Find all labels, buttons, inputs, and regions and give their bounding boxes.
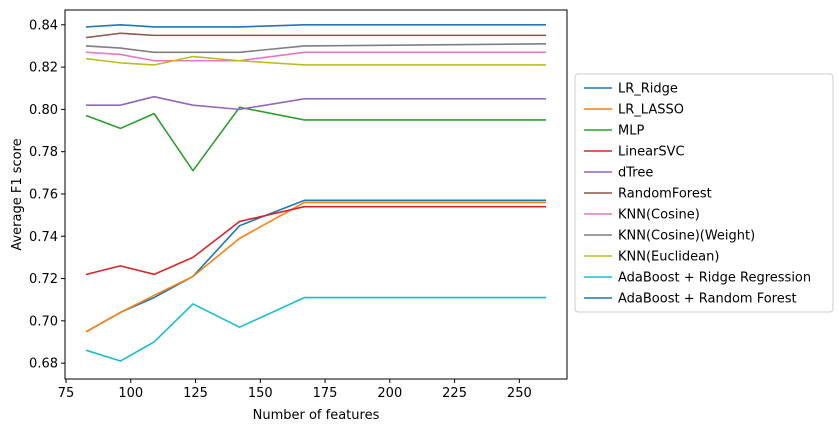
x-axis-label: Number of features — [253, 408, 380, 423]
y-axis-label: Average F1 score — [10, 138, 25, 250]
legend-label: dTree — [618, 166, 653, 181]
series-line-0 — [85, 199, 547, 333]
x-tick-label: 175 — [313, 386, 338, 401]
series-layer — [85, 23, 547, 362]
series-line-4 — [85, 95, 547, 111]
y-tick-label: 0.76 — [29, 187, 58, 202]
x-tick-label: 100 — [118, 386, 143, 401]
y-tick-label: 0.68 — [29, 357, 58, 372]
x-tick-label: 75 — [58, 386, 75, 401]
x-tick-label: 150 — [248, 386, 273, 401]
y-tick-label: 0.84 — [29, 18, 58, 33]
series-line-1 — [85, 201, 547, 333]
legend-label: KNN(Cosine) — [618, 208, 700, 223]
series-line-9 — [85, 296, 547, 362]
x-tick-label: 250 — [507, 386, 532, 401]
legend-label: RandomForest — [618, 187, 712, 202]
series-line-5 — [85, 32, 547, 39]
legend-label: AdaBoost + Random Forest — [618, 292, 797, 307]
series-line-6 — [85, 51, 547, 62]
legend-label: LinearSVC — [618, 145, 685, 160]
series-line-10 — [85, 23, 547, 28]
y-axis: 0.68 0.70 0.72 0.74 0.76 0.78 0.80 0.82 0.84 — [29, 18, 65, 372]
legend-label: KNN(Euclidean) — [618, 250, 719, 265]
series-line-2 — [85, 106, 547, 172]
x-axis: 75 100 125 150 175 200 225 250 — [58, 379, 532, 401]
legend-label: LR_Ridge — [618, 82, 678, 97]
legend: LR_Ridge LR_LASSO MLP LinearSVC dTree RandomF… — [574, 73, 834, 313]
y-tick-label: 0.78 — [29, 145, 58, 160]
legend-label: AdaBoost + Ridge Regression — [618, 271, 811, 286]
series-line-3 — [85, 205, 547, 276]
y-tick-label: 0.72 — [29, 272, 58, 287]
plot-frame — [64, 9, 568, 380]
series-line-8 — [85, 55, 547, 66]
series-line-7 — [85, 43, 547, 54]
legend-label: LR_LASSO — [618, 103, 684, 118]
y-tick-label: 0.70 — [29, 314, 58, 329]
x-tick-label: 200 — [377, 386, 402, 401]
y-tick-label: 0.80 — [29, 103, 58, 118]
y-tick-label: 0.74 — [29, 230, 58, 245]
x-tick-label: 225 — [442, 386, 467, 401]
legend-frame — [574, 73, 834, 313]
legend-label: MLP — [618, 124, 644, 139]
x-tick-label: 125 — [183, 386, 208, 401]
legend-label: KNN(Cosine)(Weight) — [618, 229, 755, 244]
y-tick-label: 0.82 — [29, 61, 58, 76]
